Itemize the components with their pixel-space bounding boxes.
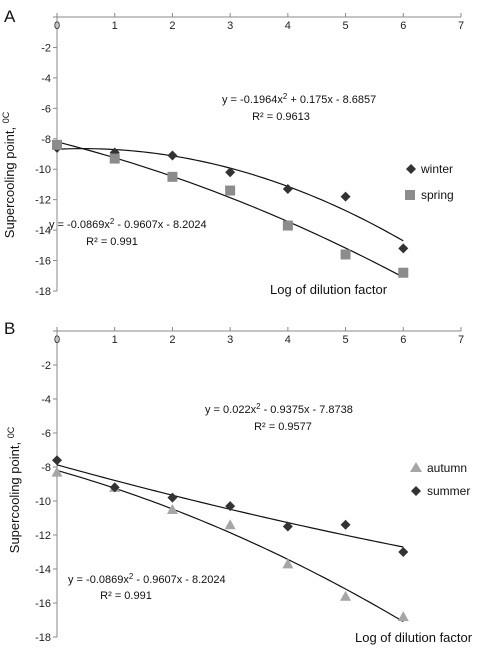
x-tick-label-b: 7	[458, 334, 464, 346]
x-tick-label-b: 2	[169, 334, 175, 346]
y-tick-label-b: -12	[35, 530, 51, 542]
axes-a: 0 1 2 3 4 5 6 7 -2 -4 -6 -8 -10 -12 -14 -16 -18	[35, 13, 464, 298]
y-tick-label-a: -8	[41, 134, 51, 146]
y-tick-label-a: -12	[35, 195, 51, 207]
data-point-summer	[109, 482, 120, 493]
x-tick-label-a: 4	[285, 20, 291, 32]
x-tick-label-b: 4	[285, 334, 291, 346]
legend-label-autumn: autumn	[427, 461, 467, 475]
x-tick-label-a: 1	[112, 20, 118, 32]
data-point-spring	[225, 185, 236, 196]
x-tick-label-a: 0	[54, 20, 60, 32]
y-axis-label-b: Supercooling point,	[7, 442, 22, 553]
legend-a: winter spring	[405, 162, 454, 202]
y-axis-unit-superscript-b: 0C	[6, 426, 16, 438]
panel-label-b: B	[4, 319, 15, 338]
y-tick-label-b: -6	[41, 428, 51, 440]
y-tick-label-a: -6	[41, 103, 51, 115]
data-point-summer	[167, 492, 178, 503]
data-point-spring	[167, 171, 178, 182]
y-tick-label-b: -4	[41, 394, 51, 406]
y-axis-unit-superscript-a: 0C	[1, 111, 11, 123]
trendline-spring	[56, 141, 404, 278]
y-tick-label-a: -16	[35, 256, 51, 268]
r-squared-spring: R² = 0.991	[86, 236, 138, 248]
data-point-summer	[282, 521, 293, 532]
x-tick-label-b: 3	[227, 334, 233, 346]
data-point-spring	[398, 267, 409, 278]
x-tick-label-b: 1	[112, 334, 118, 346]
x-tick-label-a: 5	[343, 20, 349, 32]
y-axis-title-a: Supercooling point, 0C	[1, 111, 17, 238]
y-tick-label-b: -8	[41, 462, 51, 474]
y-tick-label-a: -4	[41, 73, 51, 85]
y-tick-label-b: -14	[35, 564, 51, 576]
data-point-spring	[340, 249, 351, 260]
equation-spring: y = -0.0869x2 - 0.9607x - 8.2024	[49, 217, 207, 232]
y-axis-label-a: Supercooling point,	[2, 127, 17, 238]
series-summer	[52, 455, 409, 557]
x-tick-label-b: 5	[343, 334, 349, 346]
legend-marker-autumn	[410, 462, 422, 472]
x-axis-title-a: Log of dilution factor	[270, 282, 388, 297]
data-point-winter	[340, 191, 351, 202]
data-point-autumn	[51, 466, 63, 477]
x-tick-label-b: 6	[400, 334, 406, 346]
data-point-summer	[52, 455, 62, 466]
r-squared-summer: R² = 0.9577	[254, 421, 312, 433]
r-squared-winter: R² = 0.9613	[252, 111, 310, 123]
series-spring	[52, 139, 409, 278]
equation-winter: y = -0.1964x2 + 0.175x - 8.6857	[222, 92, 376, 107]
legend-b: autumn summer	[410, 461, 470, 498]
y-tick-label-a: -2	[41, 42, 51, 54]
data-point-summer	[340, 519, 351, 530]
chart-panel-a: A Supercooling point, 0C Log of dilution…	[1, 7, 464, 298]
data-point-autumn	[282, 558, 294, 569]
data-point-winter	[398, 243, 409, 254]
legend-item-summer: summer	[411, 484, 470, 498]
y-tick-label-b: -18	[35, 632, 51, 644]
y-tick-label-a: -18	[35, 286, 51, 298]
data-point-spring	[52, 139, 62, 150]
equation-autumn: y = -0.0869x2 - 0.9607x - 8.2024	[68, 572, 226, 587]
data-point-winter	[282, 184, 293, 195]
x-tick-label-a: 2	[169, 20, 175, 32]
equation-summer: y = 0.022x2 - 0.9375x - 7.8738	[205, 402, 353, 417]
y-tick-label-b: -2	[41, 360, 51, 372]
y-tick-label-b: -10	[35, 496, 51, 508]
chart-panel-b: B Supercooling point, 0C Log of dilution…	[4, 319, 473, 645]
r-squared-autumn: R² = 0.991	[100, 590, 152, 602]
data-point-autumn	[340, 590, 352, 601]
y-tick-label-a: -10	[35, 164, 51, 176]
x-tick-label-a: 6	[400, 20, 406, 32]
x-tick-label-a: 3	[227, 20, 233, 32]
legend-marker-winter	[406, 164, 416, 174]
data-point-autumn	[224, 519, 236, 530]
legend-marker-summer	[411, 486, 421, 496]
y-tick-label-b: -16	[35, 598, 51, 610]
panel-label-a: A	[4, 7, 16, 26]
data-point-summer	[225, 501, 236, 512]
legend-item-winter: winter	[406, 162, 453, 176]
data-point-winter	[225, 167, 236, 178]
axes-b: 0 1 2 3 4 5 6 7 -2 -4 -6 -8 -10 -12 -14 -16 -18	[35, 327, 464, 644]
legend-label-summer: summer	[427, 484, 470, 498]
data-point-spring	[109, 153, 120, 164]
y-axis-title-b: Supercooling point, 0C	[6, 426, 22, 553]
legend-item-spring: spring	[405, 188, 454, 202]
legend-item-autumn: autumn	[410, 461, 467, 475]
x-tick-label-b: 0	[54, 334, 60, 346]
data-point-autumn	[166, 504, 178, 514]
y-tick-label-a: -14	[35, 225, 51, 237]
legend-marker-spring	[405, 190, 415, 200]
data-point-autumn	[397, 611, 409, 622]
data-point-winter	[167, 150, 178, 161]
x-tick-label-a: 7	[458, 20, 464, 32]
data-point-spring	[282, 220, 293, 231]
legend-label-spring: spring	[421, 188, 454, 202]
legend-label-winter: winter	[420, 162, 453, 176]
data-point-summer	[398, 547, 409, 557]
x-axis-title-b: Log of dilution factor	[355, 630, 473, 645]
